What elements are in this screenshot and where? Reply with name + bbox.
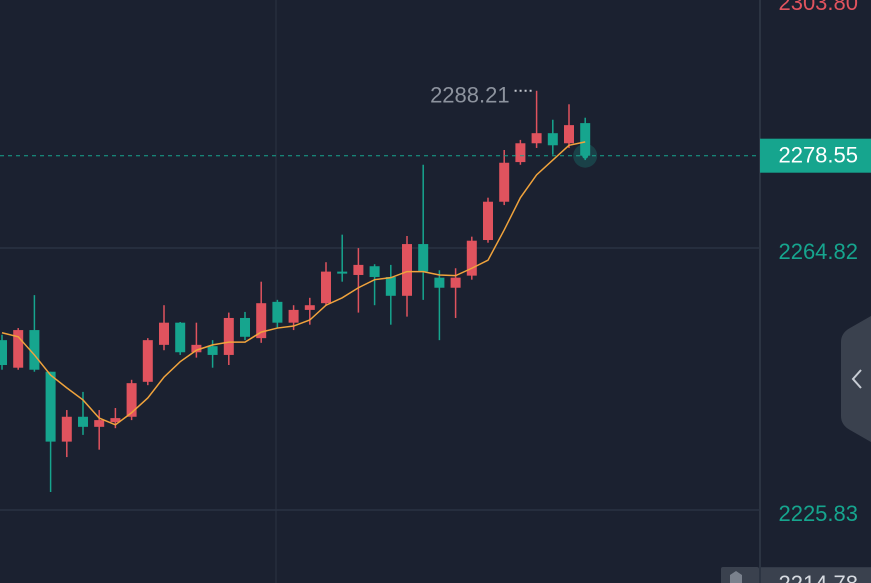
candle-body (321, 271, 331, 304)
candle-body (94, 420, 105, 427)
candle-body (499, 162, 510, 202)
candle-body (29, 330, 40, 370)
tool-icon (730, 571, 742, 583)
candle-body (45, 371, 56, 442)
grid (0, 247, 760, 511)
y-tick-label: 2225.83 (778, 501, 858, 526)
candle-body (547, 133, 558, 146)
candle-body (78, 416, 88, 427)
candle-body (256, 303, 267, 339)
candle-body (531, 133, 542, 144)
candle-body (418, 244, 429, 272)
candle-body (483, 201, 493, 241)
bottom-price-label: 2214.78 (778, 571, 858, 583)
candle-body (434, 277, 445, 288)
candle-body (207, 346, 218, 355)
candle-body (61, 416, 72, 442)
candle-body (0, 340, 7, 366)
last-price-label: 2278.55 (778, 143, 858, 168)
candle-body (13, 330, 24, 368)
candle-body (304, 305, 315, 310)
candle-body (450, 277, 461, 288)
candle-body (159, 322, 169, 345)
candle-body (580, 123, 591, 156)
moving-average-line (1, 141, 586, 426)
last-price-dot (582, 152, 589, 159)
candle-body (240, 317, 250, 337)
candle-body (337, 271, 348, 274)
candle-body (223, 317, 234, 355)
candle-body (142, 340, 153, 382)
candle-body (191, 344, 202, 353)
candle-body (126, 383, 137, 417)
bottom-price-box (761, 567, 871, 583)
candle-body (272, 301, 283, 323)
candle-body (288, 309, 299, 323)
candle-body (110, 418, 121, 423)
chevron-icon (851, 369, 862, 389)
candle-body (385, 276, 396, 296)
candle-body (515, 143, 526, 163)
candle-body (369, 266, 380, 277)
price-axis: 2264.82 2225.83 2278.55 2214.78 (760, 138, 871, 583)
last-price-box (760, 138, 871, 173)
high-label: 2288.21 (430, 83, 510, 108)
top-price-label: 2303.80 (778, 0, 858, 15)
candle-body (402, 244, 412, 296)
plot-area: 2288.21 (0, 83, 760, 493)
candle-body (353, 264, 364, 275)
candle-body (175, 322, 186, 353)
candle-body (466, 240, 477, 276)
y-tick-label: 2264.82 (778, 239, 858, 264)
side-panel-toggle[interactable] (841, 316, 871, 442)
candle-body (564, 125, 574, 144)
